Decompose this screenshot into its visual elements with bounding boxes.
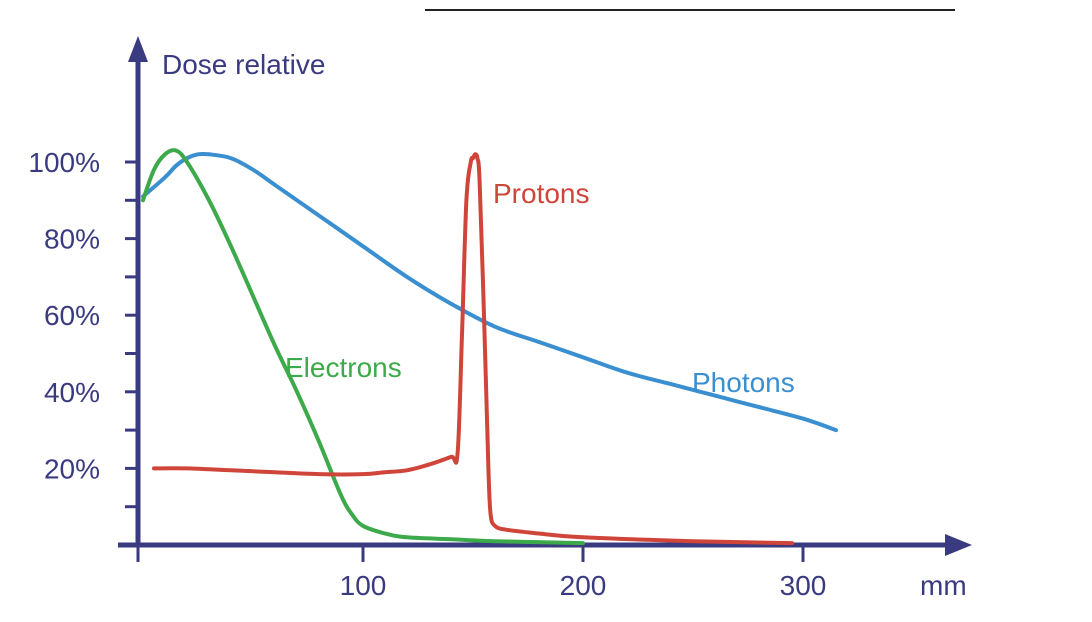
x-axis-title: mm	[920, 570, 967, 601]
axes	[118, 36, 972, 556]
y-tick-label: 60%	[44, 300, 100, 331]
y-tick-label: 80%	[44, 224, 100, 255]
series-label-protons: Protons	[493, 178, 590, 209]
y-tick-label: 40%	[44, 377, 100, 408]
y-axis-title: Dose relative	[162, 49, 325, 80]
x-ticks: 100 200 300	[136, 545, 827, 601]
x-tick-label: 200	[560, 570, 607, 601]
series-line-electrons	[141, 148, 585, 546]
x-axis-arrow	[945, 534, 972, 556]
y-tick-label: 100%	[28, 147, 100, 178]
y-ticks: 20% 40% 60% 80% 100%	[28, 147, 138, 509]
series-line-protons	[152, 152, 794, 546]
x-tick-label: 300	[780, 570, 827, 601]
series-line-photons	[141, 151, 838, 433]
x-tick-label: 100	[340, 570, 387, 601]
y-axis-arrow	[128, 36, 148, 62]
series-labels: Photons Electrons Protons	[285, 178, 795, 398]
y-tick-label: 20%	[44, 453, 100, 484]
series-lines	[141, 148, 838, 546]
series-label-electrons: Electrons	[285, 352, 402, 383]
series-label-photons: Photons	[692, 367, 795, 398]
